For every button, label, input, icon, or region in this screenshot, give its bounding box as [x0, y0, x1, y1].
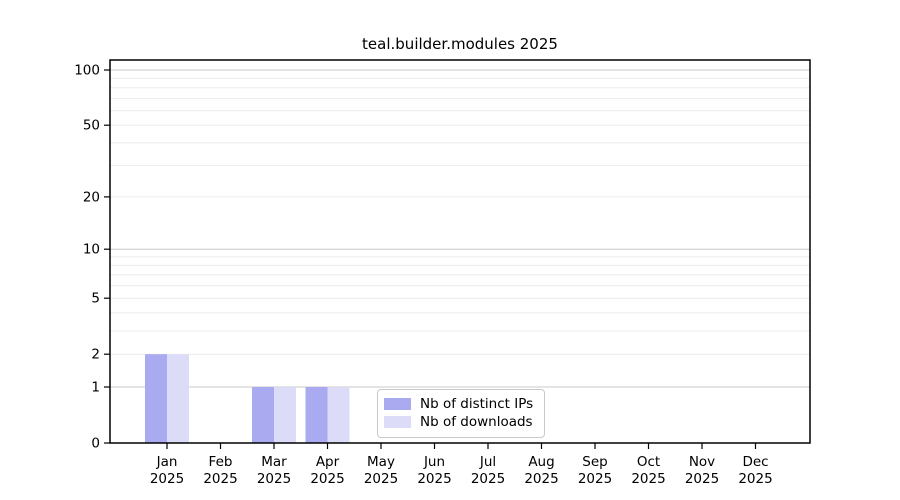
y-tick-label-2: 2: [91, 347, 100, 363]
x-tick-label-year-nov: 2025: [685, 471, 719, 487]
y-tick-label-20: 20: [83, 189, 100, 205]
x-tick-label-month-dec: Dec: [742, 454, 768, 470]
legend-item-downloads: Nb of downloads: [384, 413, 533, 430]
bar-downloads-jan: [167, 354, 189, 443]
y-tick-label-100: 100: [74, 63, 100, 79]
x-tick-label-year-aug: 2025: [524, 471, 558, 487]
bar-distinct-ips-apr: [305, 387, 328, 443]
bar-downloads-apr: [327, 387, 350, 443]
legend: Nb of distinct IPs Nb of downloads: [377, 389, 546, 438]
x-tick-label-month-oct: Oct: [637, 454, 660, 470]
x-tick-label-year-jun: 2025: [417, 471, 451, 487]
x-tick-label-year-jan: 2025: [150, 471, 184, 487]
chart-title: teal.builder.modules 2025: [362, 35, 558, 53]
bar-distinct-ips-jan: [145, 354, 167, 443]
y-tick-label-50: 50: [83, 118, 100, 134]
y-tick-label-1: 1: [91, 380, 100, 396]
plot-frame: [109, 59, 811, 444]
legend-label-distinct-ips: Nb of distinct IPs: [420, 396, 534, 412]
x-tick-label-year-oct: 2025: [631, 471, 665, 487]
bar-distinct-ips-mar: [252, 387, 274, 443]
y-tick-label-10: 10: [83, 242, 100, 258]
x-tick-label-year-mar: 2025: [257, 471, 291, 487]
x-tick-label-month-mar: Mar: [261, 454, 287, 470]
x-tick-label-month-apr: Apr: [316, 454, 340, 470]
x-tick-label-month-may: May: [367, 454, 395, 470]
x-tick-label-month-jun: Jun: [423, 454, 445, 470]
x-tick-label-month-aug: Aug: [528, 454, 554, 470]
y-tick-label-0: 0: [91, 436, 100, 452]
x-tick-label-year-apr: 2025: [310, 471, 344, 487]
legend-item-distinct-ips: Nb of distinct IPs: [384, 397, 533, 412]
x-tick-label-month-jul: Jul: [479, 454, 496, 470]
x-tick-label-month-nov: Nov: [689, 454, 715, 470]
x-tick-label-month-sep: Sep: [582, 454, 607, 470]
x-tick-label-year-sep: 2025: [578, 471, 612, 487]
x-tick-label-year-may: 2025: [364, 471, 398, 487]
legend-swatch-downloads: [384, 416, 411, 429]
x-tick-label-year-dec: 2025: [738, 471, 772, 487]
bar-downloads-mar: [274, 387, 296, 443]
x-tick-label-month-feb: Feb: [209, 454, 233, 470]
y-tick-label-5: 5: [91, 291, 100, 307]
x-tick-label-year-jul: 2025: [471, 471, 505, 487]
legend-swatch-distinct-ips: [384, 398, 411, 411]
x-tick-label-month-jan: Jan: [156, 454, 178, 470]
legend-label-downloads: Nb of downloads: [420, 413, 533, 430]
x-tick-label-year-feb: 2025: [203, 471, 237, 487]
